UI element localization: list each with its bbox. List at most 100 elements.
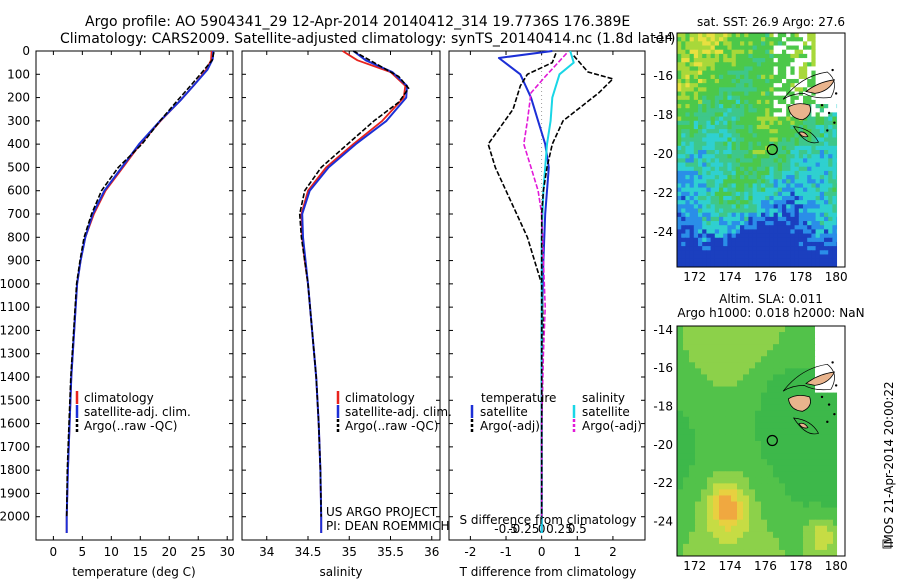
map-cell [689,241,695,247]
map-cell [727,137,733,143]
map-cell [706,191,712,197]
map-cell [677,191,682,197]
map-cell [706,49,712,55]
map-cell [773,392,780,400]
map-cell [761,183,766,189]
map-cell [807,254,812,260]
map-cell [809,416,816,424]
map-cell [737,543,744,551]
map-cell [744,187,749,193]
map-cell [798,95,804,101]
map-cell [752,70,758,76]
map-cell [714,262,720,268]
map-cell [756,246,762,251]
map-cell [807,212,812,218]
map-cell [832,258,838,264]
map-cell [794,216,800,222]
map-cell [713,447,720,454]
map-cell [701,489,708,496]
map-cell [827,507,834,515]
map-cell [779,519,786,527]
map-cell [723,170,728,176]
map-cell [735,45,741,51]
map-cell [677,166,682,172]
map-cell [748,112,754,118]
map-cell [701,428,708,436]
map-cell [832,116,838,122]
map-cell [723,108,728,113]
map-cell [755,380,762,388]
map-cell [677,501,684,509]
map-cell [737,416,744,424]
map-cell [689,104,695,109]
map-cell [797,495,804,503]
map-cell [832,158,838,164]
map-cell [761,428,768,436]
small-island [826,420,829,424]
map-cell [737,489,744,496]
map-cell [752,74,758,80]
map-cell [740,250,745,255]
map-cell [725,416,732,424]
map-cell [698,91,703,97]
map-cell [819,154,825,159]
map-cell [725,531,732,539]
map-cell [693,158,699,164]
map-cell [828,74,833,80]
map-no-data [837,33,845,267]
map-cell [785,344,792,351]
map-cell [731,162,737,168]
map-cell [809,368,816,375]
map-cell [767,398,774,406]
map-cell [790,158,796,164]
map-cell [773,374,780,381]
map-cell [727,212,733,218]
map-cell [807,95,812,101]
map-cell [731,74,737,80]
map-cell [769,162,775,168]
map-cell [713,489,720,496]
map-cell [819,229,825,235]
map-cell [833,465,840,472]
map-cell [803,344,810,351]
map-cell [735,216,741,222]
map-cell [833,537,840,545]
ytick-label: 800 [7,230,30,244]
map-cell [809,386,816,394]
map-cell [752,183,758,189]
map-cell [689,141,695,147]
map-cell [773,258,779,264]
map-cell [706,170,712,176]
map-cell [740,45,745,51]
map-cell [677,344,684,351]
map-cell [735,200,741,205]
map-cell [819,179,825,184]
map-cell [683,447,690,454]
map-cell [685,204,691,209]
map-cell [748,99,754,105]
map-cell [701,416,708,424]
map-cell [824,104,829,109]
map-cell [803,145,808,151]
map-cell [785,368,792,375]
map-cell [773,483,780,490]
map-cell [807,91,812,97]
map-cell [809,422,816,430]
map-cell [807,99,812,105]
map-cell [707,507,714,515]
map-cell [755,416,762,424]
map-cell [773,501,780,509]
map-cell [811,254,817,260]
map-cell [735,145,741,151]
map-cell [773,225,779,230]
map-cell [777,104,783,109]
map-cell [735,74,741,80]
xtick-label: 36 [424,545,439,559]
map-cell [819,216,825,222]
map-cell [748,91,754,97]
map-cell [761,459,768,466]
map-cell [773,162,779,168]
map-cell [710,83,716,88]
map-cell [723,191,728,197]
xtick-label: 20 [162,545,177,559]
